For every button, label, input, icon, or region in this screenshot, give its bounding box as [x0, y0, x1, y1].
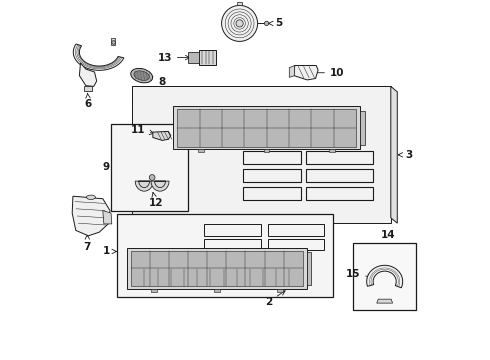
Polygon shape [237, 2, 243, 5]
Polygon shape [135, 181, 153, 191]
Polygon shape [84, 86, 92, 91]
Text: 14: 14 [380, 230, 395, 240]
Polygon shape [153, 131, 171, 140]
Polygon shape [294, 66, 318, 80]
Ellipse shape [86, 195, 96, 199]
Circle shape [149, 175, 155, 180]
Polygon shape [72, 196, 110, 236]
Circle shape [236, 20, 243, 27]
Text: 15: 15 [346, 269, 372, 279]
Polygon shape [188, 52, 199, 63]
Polygon shape [391, 86, 397, 223]
Text: 5: 5 [269, 18, 282, 28]
Polygon shape [353, 243, 416, 310]
Text: 3: 3 [398, 150, 413, 160]
Polygon shape [277, 289, 283, 292]
Text: 9: 9 [102, 162, 109, 172]
Polygon shape [132, 86, 391, 101]
Polygon shape [151, 289, 157, 292]
Polygon shape [103, 211, 112, 224]
Polygon shape [111, 124, 189, 211]
Polygon shape [173, 106, 360, 149]
Text: 8: 8 [148, 76, 165, 87]
Polygon shape [367, 265, 403, 288]
Polygon shape [79, 63, 97, 86]
Polygon shape [329, 149, 335, 152]
Polygon shape [198, 149, 204, 152]
Text: 12: 12 [148, 193, 163, 208]
Text: 4: 4 [180, 119, 216, 135]
Polygon shape [127, 248, 307, 289]
Polygon shape [74, 44, 124, 70]
Polygon shape [131, 251, 303, 286]
Polygon shape [132, 86, 391, 223]
Text: 1: 1 [103, 247, 116, 256]
Text: 13: 13 [157, 53, 190, 63]
Polygon shape [117, 214, 333, 297]
Text: 10: 10 [312, 68, 344, 78]
Polygon shape [177, 109, 356, 147]
Polygon shape [264, 149, 270, 152]
Text: 2: 2 [265, 291, 285, 307]
Polygon shape [360, 111, 365, 145]
Ellipse shape [134, 71, 149, 80]
Polygon shape [289, 66, 294, 77]
Text: 7: 7 [84, 235, 91, 252]
Circle shape [221, 5, 258, 41]
Polygon shape [214, 289, 220, 292]
Polygon shape [151, 181, 169, 191]
Polygon shape [377, 299, 392, 303]
Polygon shape [111, 38, 116, 45]
Ellipse shape [131, 68, 152, 83]
Polygon shape [307, 252, 311, 285]
Text: 11: 11 [130, 125, 154, 135]
Circle shape [265, 21, 269, 26]
Polygon shape [199, 50, 216, 65]
Circle shape [112, 41, 116, 44]
Text: 6: 6 [85, 93, 92, 109]
